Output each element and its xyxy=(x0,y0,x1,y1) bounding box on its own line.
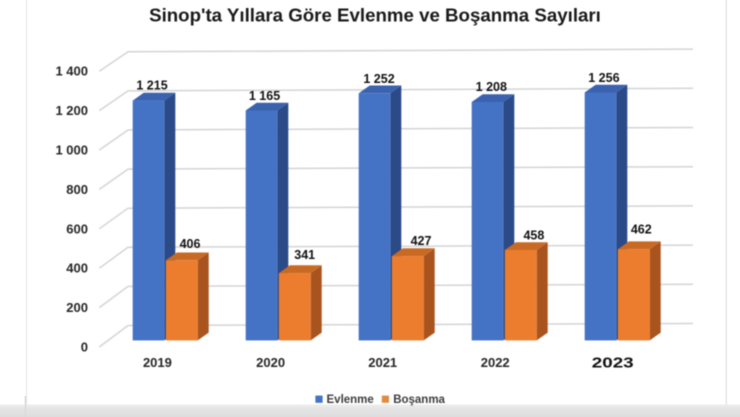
svg-text:1 256: 1 256 xyxy=(588,71,619,85)
svg-text:Sinop'ta Yıllara Göre Evlenme: Sinop'ta Yıllara Göre Evlenme ve Boşanma… xyxy=(149,5,601,26)
svg-text:1 400: 1 400 xyxy=(55,64,88,79)
svg-text:600: 600 xyxy=(66,221,88,236)
svg-text:2022: 2022 xyxy=(481,355,510,370)
svg-text:2023: 2023 xyxy=(592,355,634,371)
svg-text:458: 458 xyxy=(523,229,544,243)
svg-text:800: 800 xyxy=(66,182,88,197)
svg-text:406: 406 xyxy=(180,237,201,251)
svg-text:400: 400 xyxy=(66,261,88,276)
svg-text:1 208: 1 208 xyxy=(476,80,507,94)
svg-text:Evlenme: Evlenme xyxy=(327,394,374,406)
svg-text:427: 427 xyxy=(411,234,432,248)
svg-text:1 000: 1 000 xyxy=(55,143,88,158)
svg-text:200: 200 xyxy=(66,300,88,315)
svg-text:2020: 2020 xyxy=(256,355,285,370)
svg-text:Boşanma: Boşanma xyxy=(393,394,445,406)
svg-text:1 165: 1 165 xyxy=(249,89,280,103)
svg-text:462: 462 xyxy=(631,223,652,237)
svg-text:1 200: 1 200 xyxy=(55,103,88,118)
svg-text:341: 341 xyxy=(294,248,315,262)
svg-text:2021: 2021 xyxy=(368,355,397,370)
svg-text:0: 0 xyxy=(81,340,88,355)
svg-text:1 252: 1 252 xyxy=(363,72,394,86)
svg-text:1 215: 1 215 xyxy=(136,78,167,92)
svg-text:2019: 2019 xyxy=(143,355,172,370)
